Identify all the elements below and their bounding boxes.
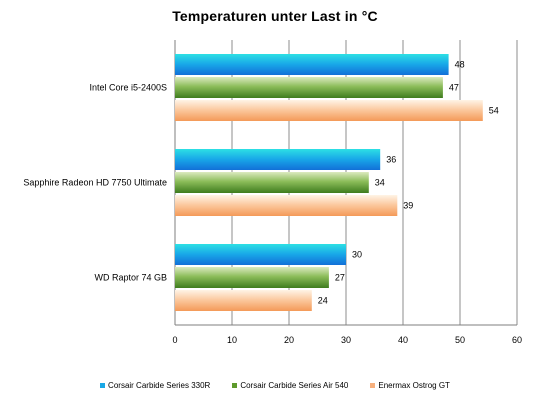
data-label: 39 [403, 201, 413, 211]
data-label: 34 [375, 178, 385, 188]
bar-enermax-ostrog-gt-wd-raptor-74gb [175, 290, 312, 311]
bar-corsair-330r-intel-core-i5-2400s [175, 54, 449, 75]
legend-label: Enermax Ostrog GT [378, 381, 450, 390]
data-label: 24 [318, 296, 328, 306]
legend-label: Corsair Carbide Series 330R [108, 381, 211, 390]
legend-label: Corsair Carbide Series Air 540 [240, 381, 349, 390]
x-tick-label: 40 [398, 335, 408, 345]
bar-corsair-330r-sapphire-radeon-hd-7750 [175, 149, 381, 170]
category-label-wd-raptor-74gb: WD Raptor 74 GB [94, 273, 167, 283]
bar-corsair-air-540-intel-core-i5-2400s [175, 77, 443, 98]
legend-swatch [232, 383, 238, 388]
legend-item-corsair-air-540: Corsair Carbide Series Air 540 [232, 381, 348, 390]
legend-swatch [370, 383, 376, 388]
bar-corsair-air-540-sapphire-radeon-hd-7750 [175, 172, 369, 193]
data-label: 54 [489, 106, 499, 116]
data-label: 47 [449, 83, 459, 93]
data-label: 36 [386, 155, 396, 165]
bar-enermax-ostrog-gt-sapphire-radeon-hd-7750 [175, 195, 398, 216]
x-tick-label: 0 [172, 335, 177, 345]
bar-corsair-330r-wd-raptor-74gb [175, 244, 346, 265]
legend-item-corsair-330r: Corsair Carbide Series 330R [100, 381, 210, 390]
bar-enermax-ostrog-gt-intel-core-i5-2400s [175, 100, 483, 121]
data-label: 48 [455, 60, 465, 70]
x-tick-label: 60 [512, 335, 522, 345]
x-tick-label: 10 [227, 335, 237, 345]
legend: Corsair Carbide Series 330R Corsair Carbi… [0, 381, 550, 390]
category-label-sapphire-radeon-hd-7750: Sapphire Radeon HD 7750 Ultimate [23, 178, 167, 188]
labels: 0 10 20 30 40 50 60 Intel Core i5-2400S 48 47 54 Sa… [23, 60, 522, 346]
legend-swatch [100, 383, 106, 388]
legend-item-enermax-ostrog-gt: Enermax Ostrog GT [370, 381, 450, 390]
chart-title: Temperaturen unter Last in °C [172, 8, 378, 24]
x-tick-label: 20 [284, 335, 294, 345]
bars [175, 54, 483, 311]
data-label: 30 [352, 250, 362, 260]
bar-corsair-air-540-wd-raptor-74gb [175, 267, 329, 288]
data-label: 27 [335, 273, 345, 283]
x-tick-label: 30 [341, 335, 351, 345]
category-label-intel-core-i5-2400s: Intel Core i5-2400S [89, 83, 167, 93]
x-tick-label: 50 [455, 335, 465, 345]
